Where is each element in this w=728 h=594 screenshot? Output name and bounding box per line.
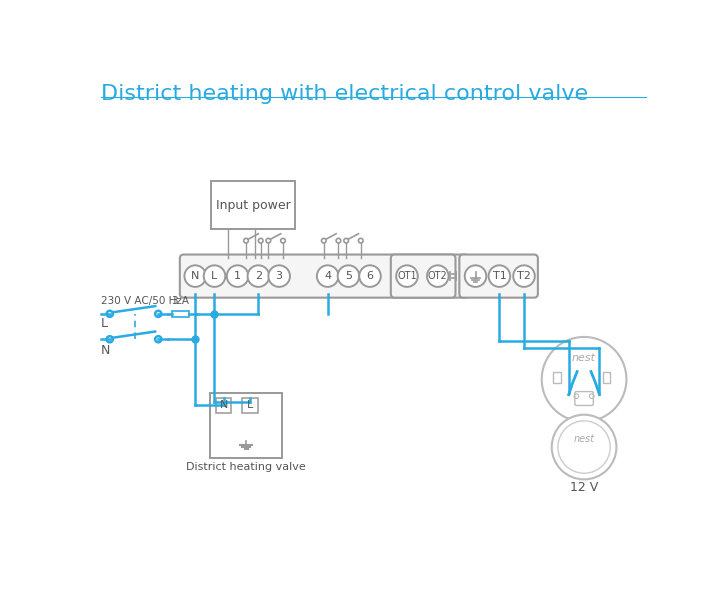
Text: 6: 6 bbox=[366, 271, 373, 281]
Circle shape bbox=[317, 266, 339, 287]
Circle shape bbox=[248, 266, 269, 287]
Text: L: L bbox=[247, 400, 253, 410]
Text: OT1: OT1 bbox=[397, 271, 417, 281]
Circle shape bbox=[513, 266, 535, 287]
Bar bbox=[603, 372, 610, 383]
Bar bbox=[210, 181, 296, 229]
Bar bbox=[242, 398, 258, 413]
Circle shape bbox=[204, 266, 225, 287]
Text: 12 V: 12 V bbox=[570, 481, 598, 494]
FancyBboxPatch shape bbox=[391, 255, 456, 298]
FancyBboxPatch shape bbox=[575, 391, 593, 406]
Text: District heating with electrical control valve: District heating with electrical control… bbox=[100, 84, 587, 103]
Circle shape bbox=[338, 266, 359, 287]
Text: 3: 3 bbox=[276, 271, 282, 281]
Circle shape bbox=[464, 266, 486, 287]
Text: 1: 1 bbox=[234, 271, 241, 281]
Circle shape bbox=[184, 266, 206, 287]
Text: OT2: OT2 bbox=[428, 271, 448, 281]
Text: 230 V AC/50 Hz: 230 V AC/50 Hz bbox=[100, 296, 181, 306]
Circle shape bbox=[227, 266, 248, 287]
Text: 2: 2 bbox=[255, 271, 262, 281]
Text: L: L bbox=[211, 271, 218, 281]
Text: L: L bbox=[100, 317, 108, 330]
Bar bbox=[210, 393, 282, 458]
Text: 5: 5 bbox=[345, 271, 352, 281]
Text: T1: T1 bbox=[493, 271, 506, 281]
Circle shape bbox=[552, 415, 617, 479]
Text: 4: 4 bbox=[324, 271, 331, 281]
Circle shape bbox=[427, 266, 448, 287]
Text: nest: nest bbox=[574, 434, 595, 444]
Text: N: N bbox=[220, 400, 228, 410]
Circle shape bbox=[488, 266, 510, 287]
Text: nest: nest bbox=[572, 353, 596, 363]
Bar bbox=[172, 311, 189, 317]
FancyBboxPatch shape bbox=[180, 255, 469, 298]
Circle shape bbox=[558, 421, 610, 473]
Bar bbox=[553, 372, 561, 383]
Text: District heating valve: District heating valve bbox=[186, 463, 306, 472]
Text: N: N bbox=[100, 343, 110, 356]
Circle shape bbox=[269, 266, 290, 287]
Text: 3 A: 3 A bbox=[172, 296, 189, 306]
Text: Input power: Input power bbox=[215, 199, 290, 211]
Circle shape bbox=[359, 266, 381, 287]
Text: T2: T2 bbox=[517, 271, 531, 281]
Circle shape bbox=[396, 266, 418, 287]
Circle shape bbox=[542, 337, 626, 422]
Bar bbox=[216, 398, 232, 413]
FancyBboxPatch shape bbox=[459, 255, 538, 298]
Text: N: N bbox=[191, 271, 199, 281]
